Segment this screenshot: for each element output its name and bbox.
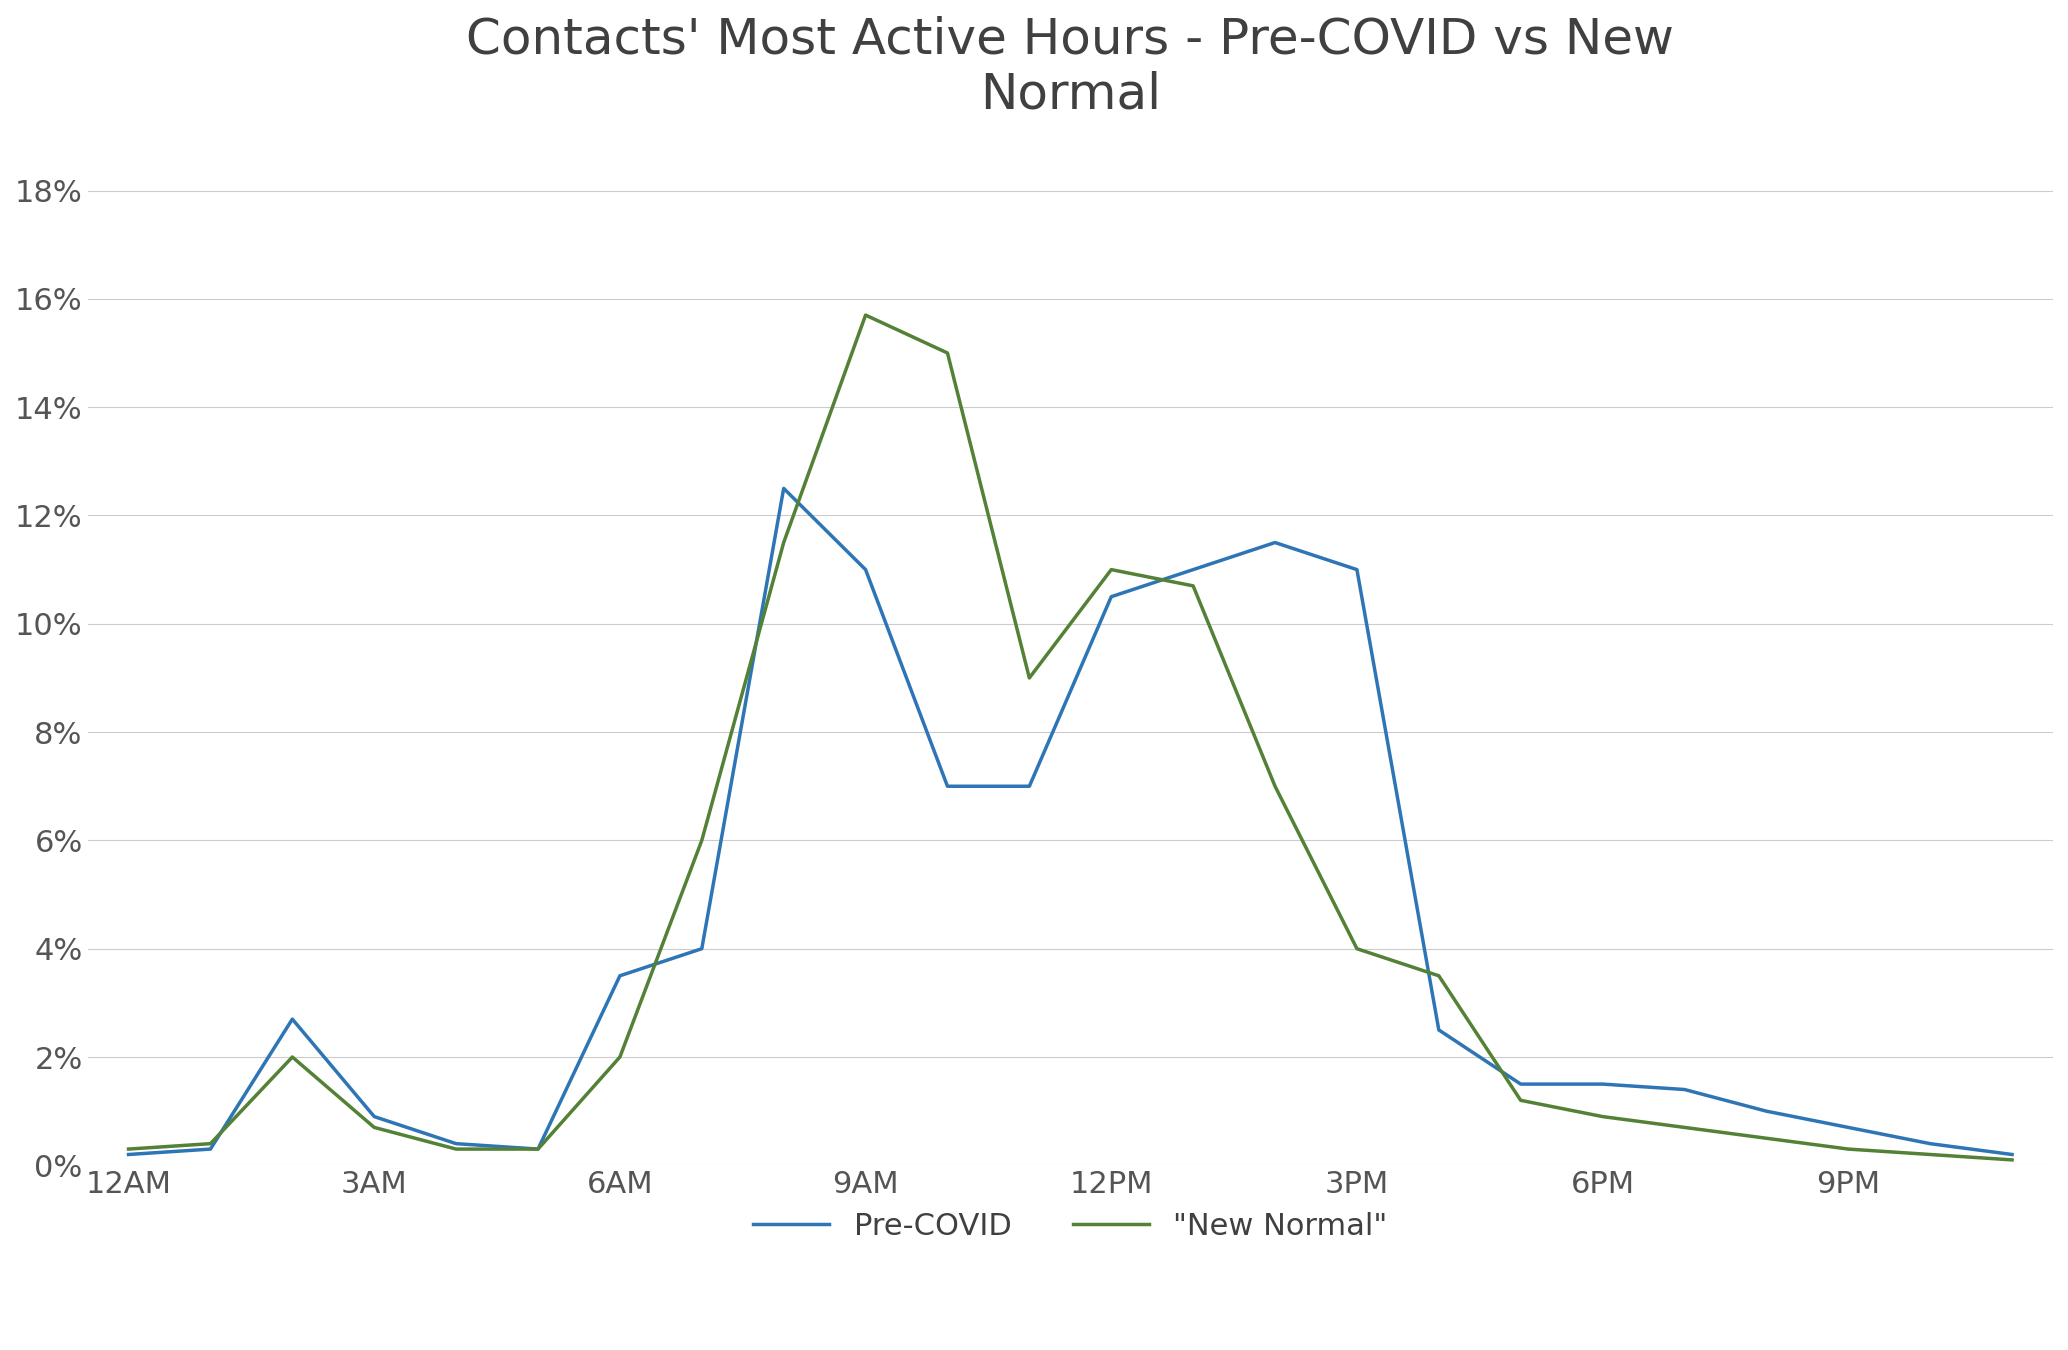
"New Normal" xyxy=(199,1135,223,1152)
Pre-COVID xyxy=(1181,562,1206,578)
Pre-COVID xyxy=(199,1141,223,1157)
"New Normal" xyxy=(2000,1152,2025,1168)
Pre-COVID xyxy=(1590,1076,1615,1092)
Pre-COVID xyxy=(771,481,796,497)
Pre-COVID xyxy=(525,1141,550,1157)
"New Normal" xyxy=(1754,1130,1778,1146)
Line: Pre-COVID: Pre-COVID xyxy=(128,489,2012,1154)
"New Normal" xyxy=(362,1119,387,1135)
Pre-COVID xyxy=(279,1011,304,1027)
Pre-COVID xyxy=(1017,778,1042,794)
"New Normal" xyxy=(1427,968,1452,984)
Legend: Pre-COVID, "New Normal": Pre-COVID, "New Normal" xyxy=(740,1200,1400,1253)
"New Normal" xyxy=(1264,778,1288,794)
"New Normal" xyxy=(1917,1146,1942,1162)
Pre-COVID xyxy=(445,1135,469,1152)
"New Normal" xyxy=(935,344,960,360)
Pre-COVID xyxy=(1917,1135,1942,1152)
Pre-COVID xyxy=(1427,1022,1452,1038)
"New Normal" xyxy=(1673,1119,1698,1135)
"New Normal" xyxy=(445,1141,469,1157)
Pre-COVID xyxy=(1264,535,1288,551)
Pre-COVID xyxy=(1754,1103,1778,1119)
Pre-COVID xyxy=(1836,1119,1861,1135)
"New Normal" xyxy=(1017,670,1042,686)
"New Normal" xyxy=(1508,1092,1532,1108)
"New Normal" xyxy=(279,1049,304,1065)
Pre-COVID xyxy=(1673,1081,1698,1098)
"New Normal" xyxy=(854,306,879,323)
"New Normal" xyxy=(689,833,713,849)
"New Normal" xyxy=(116,1141,141,1157)
Pre-COVID xyxy=(116,1146,141,1162)
Pre-COVID xyxy=(608,968,633,984)
Line: "New Normal": "New Normal" xyxy=(128,315,2012,1160)
Pre-COVID xyxy=(362,1108,387,1125)
"New Normal" xyxy=(608,1049,633,1065)
Pre-COVID xyxy=(935,778,960,794)
"New Normal" xyxy=(771,535,796,551)
Pre-COVID xyxy=(1508,1076,1532,1092)
"New Normal" xyxy=(1836,1141,1861,1157)
Pre-COVID xyxy=(2000,1146,2025,1162)
"New Normal" xyxy=(525,1141,550,1157)
Pre-COVID xyxy=(1098,589,1123,605)
Pre-COVID xyxy=(689,941,713,957)
Title: Contacts' Most Active Hours - Pre-COVID vs New
Normal: Contacts' Most Active Hours - Pre-COVID … xyxy=(467,15,1675,119)
Pre-COVID xyxy=(1344,562,1369,578)
"New Normal" xyxy=(1098,562,1123,578)
"New Normal" xyxy=(1344,941,1369,957)
"New Normal" xyxy=(1590,1108,1615,1125)
Pre-COVID xyxy=(854,562,879,578)
"New Normal" xyxy=(1181,578,1206,594)
